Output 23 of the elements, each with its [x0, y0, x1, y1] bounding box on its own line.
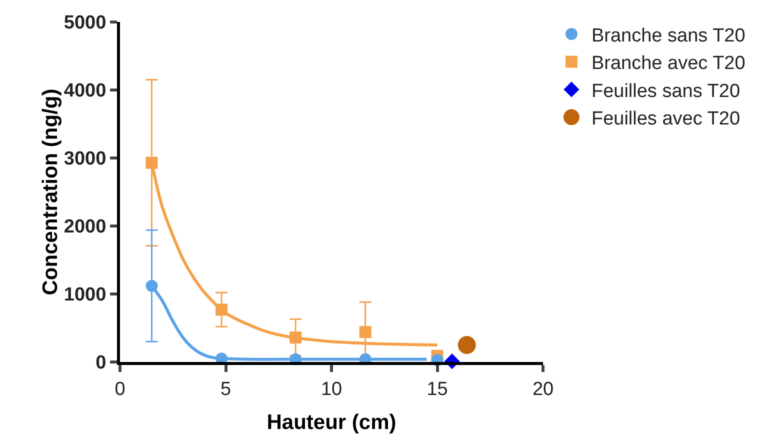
- legend-label: Branche sans T20: [591, 25, 746, 46]
- y-tick-label: 1000: [64, 284, 106, 306]
- point: [146, 156, 158, 169]
- point: [216, 304, 228, 316]
- point: [146, 280, 158, 292]
- x-tick-label: 0: [114, 378, 126, 400]
- y-tick-label: 4000: [64, 80, 106, 102]
- x-axis-title: Hauteur (cm): [266, 411, 396, 434]
- y-axis-title: Concentration (ng/g): [38, 88, 62, 296]
- point: [359, 326, 372, 338]
- x-tick-label: 15: [426, 378, 448, 400]
- y-tick-label: 0: [96, 352, 106, 374]
- legend-label: Branche avec T20: [591, 53, 746, 74]
- x-tick-label: 20: [532, 378, 554, 400]
- legend-label: Feuilles sans T20: [591, 80, 740, 102]
- x-tick-label: 10: [320, 378, 342, 400]
- y-tick-label: 5000: [64, 12, 106, 34]
- y-tick-label: 3000: [64, 148, 106, 170]
- y-tick-label: 2000: [64, 216, 106, 238]
- legend-label: Feuilles avec T20: [591, 108, 740, 130]
- point: [290, 332, 302, 344]
- x-tick-label: 5: [220, 378, 232, 400]
- point: [458, 336, 476, 354]
